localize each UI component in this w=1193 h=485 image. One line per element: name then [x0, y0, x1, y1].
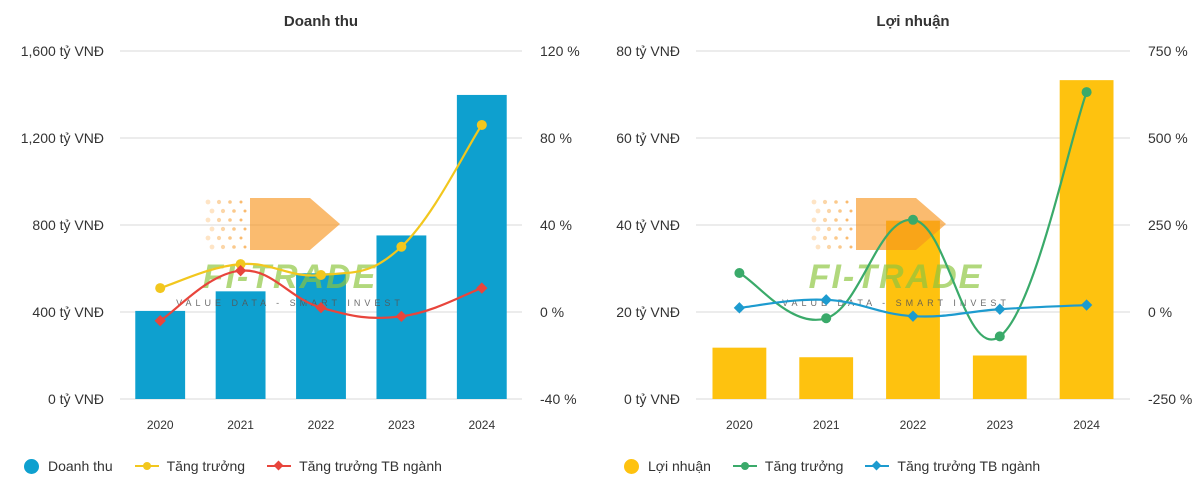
fi-trade-logo-icon — [811, 198, 946, 250]
point-profit_industry-2022[interactable] — [907, 310, 919, 322]
legend-swatch-circle-icon — [134, 459, 159, 473]
point-revenue_growth-2023[interactable] — [396, 241, 407, 252]
point-revenue_growth-2024[interactable] — [476, 119, 487, 130]
legend-label: Tăng trưởng — [764, 458, 844, 474]
legend-item-revenue_industry[interactable]: Tăng trưởng TB ngành — [267, 458, 442, 474]
point-profit_growth-2024[interactable] — [1081, 87, 1092, 98]
profit-legend: Lợi nhuận Tăng trưởng Tăng trưởng TB ngành — [624, 455, 1062, 477]
x-axis-tick-label: 2023 — [388, 418, 415, 432]
point-revenue_growth-2020[interactable] — [155, 283, 166, 294]
left-axis-tick-label: 800 tỷ VNĐ — [32, 217, 104, 233]
chart-title: Doanh thu — [284, 13, 358, 30]
watermark-slogan: VALUE DATA - SMART INVEST — [176, 298, 404, 308]
left-axis-tick-label: 80 tỷ VNĐ — [616, 43, 680, 59]
legend-label: Tăng trưởng — [166, 458, 246, 474]
x-axis-tick-label: 2022 — [900, 418, 927, 432]
legend-item-profit_industry[interactable]: Tăng trưởng TB ngành — [865, 458, 1040, 474]
point-profit_growth-2020[interactable] — [734, 268, 745, 279]
x-axis-tick-label: 2022 — [308, 418, 335, 432]
chart-title: Lợi nhuận — [876, 13, 949, 30]
series-line-profit_growth — [738, 91, 1088, 341]
right-axis-tick-label: 120 % — [540, 43, 580, 59]
bar-2020[interactable] — [712, 347, 767, 399]
bar-2021[interactable] — [799, 357, 854, 399]
left-axis-tick-label: 0 tỷ VNĐ — [48, 391, 104, 407]
right-axis-tick-label: 750 % — [1148, 43, 1188, 59]
point-revenue_industry-2023[interactable] — [395, 310, 408, 323]
x-axis-tick-label: 2023 — [986, 418, 1013, 432]
legend-swatch-diamond-icon — [865, 459, 890, 473]
legend-item-profit_bar[interactable]: Lợi nhuận — [624, 458, 711, 474]
profit-chart-panel: Lợi nhuận 0 tỷ VNĐ 20 tỷ VNĐ 40 tỷ VNĐ 60 tỷ… — [596, 0, 1192, 485]
left-axis-tick-label: 40 tỷ VNĐ — [616, 217, 680, 233]
bar-2021[interactable] — [215, 291, 266, 399]
bar-2024[interactable] — [456, 94, 507, 399]
legend-item-profit_growth[interactable]: Tăng trưởng — [732, 458, 844, 474]
right-axis-tick-label: 250 % — [1148, 217, 1188, 233]
legend-label: Tăng trưởng TB ngành — [299, 458, 442, 474]
right-axis-tick-label: -250 % — [1148, 391, 1192, 407]
x-axis-tick-label: 2024 — [1073, 418, 1100, 432]
bar-2022[interactable] — [886, 220, 940, 399]
left-axis-tick-label: 1,600 tỷ VNĐ — [21, 43, 104, 59]
right-axis-tick-label: 500 % — [1148, 130, 1188, 146]
left-axis-tick-label: 0 tỷ VNĐ — [624, 391, 680, 407]
right-axis-tick-label: 40 % — [540, 217, 572, 233]
point-revenue_industry-2020[interactable] — [154, 315, 166, 327]
x-axis-tick-label: 2021 — [227, 418, 254, 432]
point-profit_growth-2022[interactable] — [908, 214, 918, 225]
point-profit_industry-2020[interactable] — [733, 302, 746, 314]
left-axis-tick-label: 60 tỷ VNĐ — [616, 130, 680, 146]
legend-item-revenue_bar[interactable]: Doanh thu — [24, 458, 113, 474]
left-axis-tick-label: 400 tỷ VNĐ — [32, 304, 104, 320]
left-axis-tick-label: 20 tỷ VNĐ — [616, 304, 680, 320]
watermark-slogan: VALUE DATA - SMART INVEST — [782, 298, 1010, 308]
x-axis-tick-label: 2020 — [726, 418, 753, 432]
legend-item-revenue_growth[interactable]: Tăng trưởng — [134, 458, 246, 474]
point-profit_growth-2021[interactable] — [821, 313, 832, 324]
point-revenue_growth-2022[interactable] — [316, 270, 326, 281]
left-axis-tick-label: 1,200 tỷ VNĐ — [21, 130, 104, 146]
x-axis-tick-label: 2024 — [468, 418, 495, 432]
bar-2023[interactable] — [972, 355, 1027, 400]
x-axis-tick-label: 2021 — [813, 418, 840, 432]
point-profit_industry-2023[interactable] — [994, 303, 1006, 315]
legend-swatch-bar-icon — [24, 458, 39, 474]
fi-trade-logo-icon — [205, 198, 340, 250]
point-revenue_industry-2024[interactable] — [476, 282, 488, 294]
x-axis-tick-label: 2020 — [147, 418, 174, 432]
legend-label: Lợi nhuận — [648, 458, 711, 474]
point-revenue_industry-2021[interactable] — [234, 265, 247, 277]
legend-swatch-diamond-icon — [267, 459, 292, 473]
revenue-chart-panel: Doanh thu 0 tỷ VNĐ 400 tỷ VNĐ 800 tỷ VNĐ 1,2… — [0, 0, 596, 485]
point-revenue_industry-2022[interactable] — [315, 301, 327, 314]
right-axis-tick-label: 0 % — [540, 304, 564, 320]
point-profit_growth-2023[interactable] — [994, 331, 1005, 342]
bar-2022[interactable] — [296, 273, 346, 399]
right-axis-tick-label: 0 % — [1148, 304, 1172, 320]
legend-label: Tăng trưởng TB ngành — [897, 458, 1041, 474]
revenue-chart: Doanh thu 0 tỷ VNĐ 400 tỷ VNĐ 800 tỷ VNĐ 1,2… — [21, 13, 580, 432]
point-revenue_growth-2021[interactable] — [235, 259, 246, 270]
legend-swatch-circle-icon — [732, 459, 757, 473]
revenue-legend: Doanh thu Tăng trưởng Tăng trưởng TB ngành — [24, 455, 464, 477]
right-axis-tick-label: -40 % — [540, 391, 577, 407]
profit-chart: Lợi nhuận 0 tỷ VNĐ 20 tỷ VNĐ 40 tỷ VNĐ 60 tỷ… — [616, 13, 1192, 432]
right-axis-tick-label: 80 % — [540, 130, 572, 146]
bar-2024[interactable] — [1059, 80, 1114, 400]
legend-label: Doanh thu — [48, 458, 113, 474]
legend-swatch-bar-icon — [624, 458, 639, 474]
